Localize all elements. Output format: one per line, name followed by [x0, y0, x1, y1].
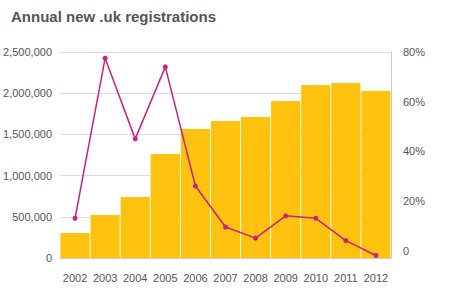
svg-text:2004: 2004	[123, 272, 147, 284]
svg-text:0: 0	[403, 245, 409, 257]
svg-text:20%: 20%	[403, 195, 425, 207]
svg-text:2007: 2007	[213, 272, 237, 284]
svg-text:1,000,000: 1,000,000	[3, 170, 52, 182]
svg-text:2005: 2005	[153, 272, 177, 284]
svg-text:40%: 40%	[403, 145, 425, 157]
svg-text:0: 0	[46, 252, 52, 264]
svg-text:500,000: 500,000	[12, 211, 52, 223]
svg-text:2002: 2002	[63, 272, 87, 284]
svg-text:2,000,000: 2,000,000	[3, 87, 52, 99]
svg-text:2008: 2008	[243, 272, 267, 284]
svg-text:60%: 60%	[403, 96, 425, 108]
svg-text:2011: 2011	[334, 272, 358, 284]
svg-text:2006: 2006	[183, 272, 207, 284]
svg-text:2009: 2009	[273, 272, 297, 284]
svg-text:Annual new .uk registrations: Annual new .uk registrations	[11, 8, 216, 25]
svg-text:2010: 2010	[304, 272, 328, 284]
svg-text:1,500,000: 1,500,000	[3, 128, 52, 140]
svg-text:80%: 80%	[403, 46, 425, 58]
svg-text:2,500,000: 2,500,000	[3, 46, 52, 58]
svg-text:2012: 2012	[364, 272, 388, 284]
svg-text:2003: 2003	[93, 272, 117, 284]
